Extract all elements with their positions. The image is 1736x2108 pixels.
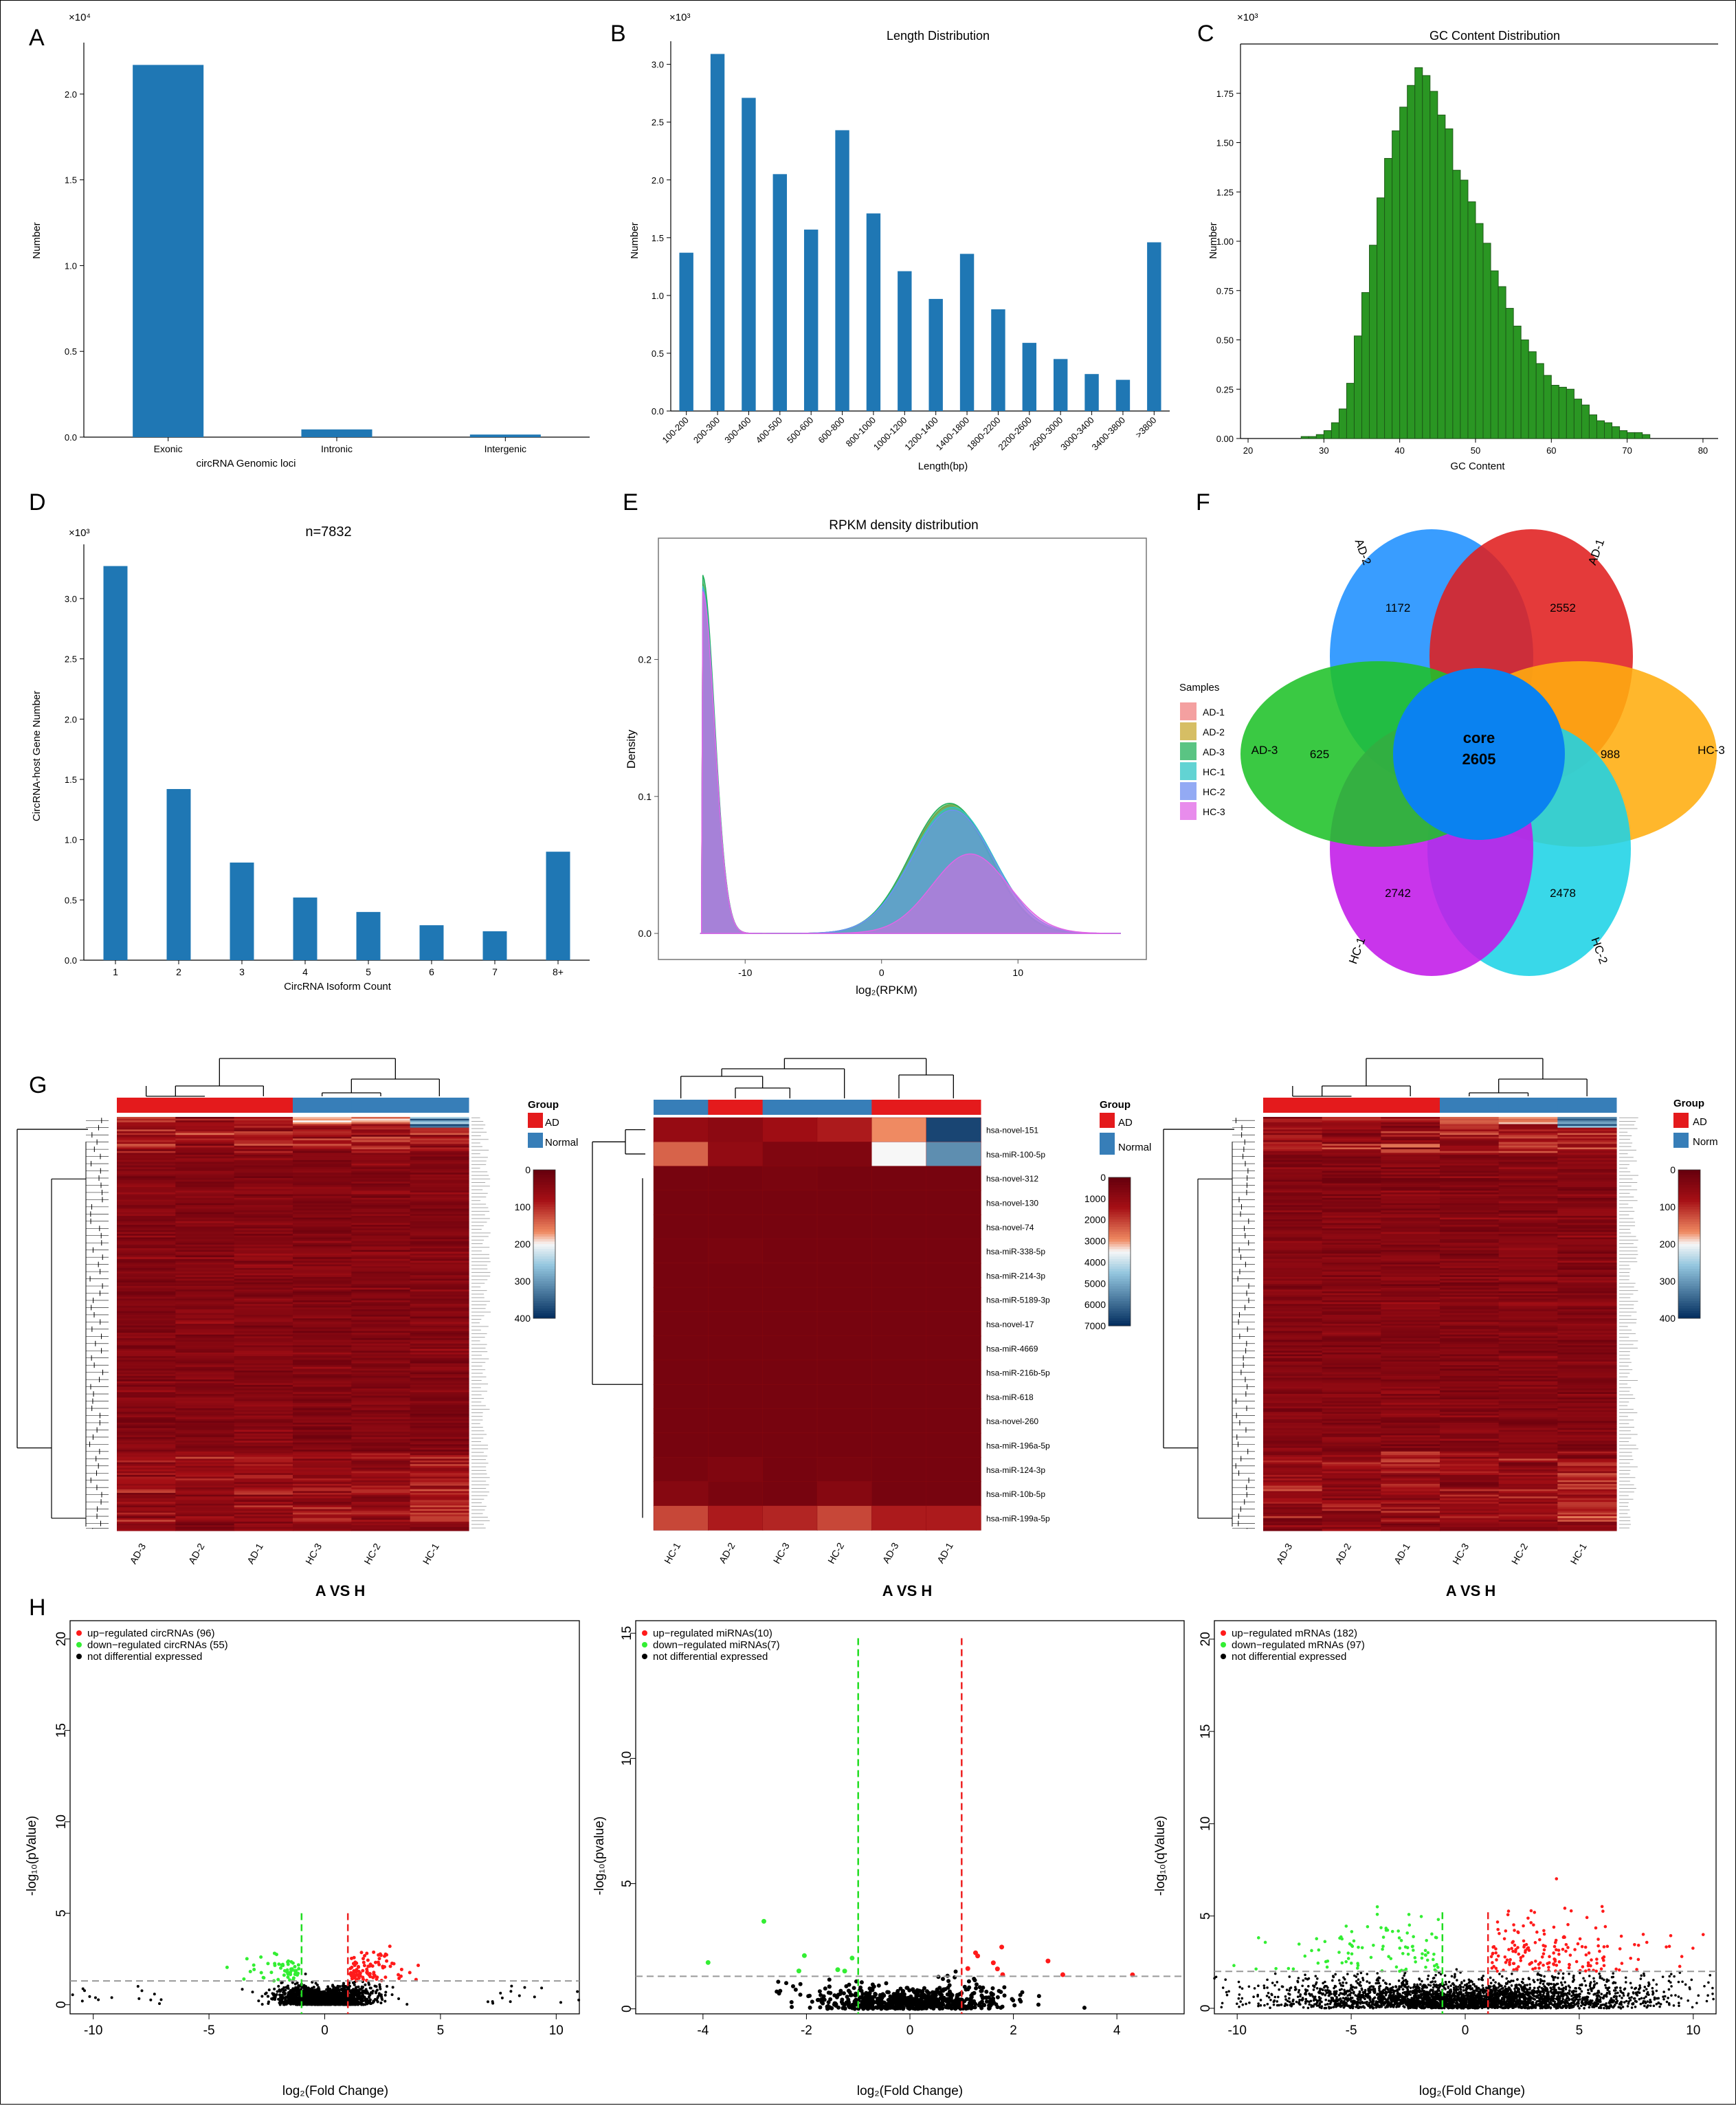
- figure-frame: [0, 0, 1736, 2105]
